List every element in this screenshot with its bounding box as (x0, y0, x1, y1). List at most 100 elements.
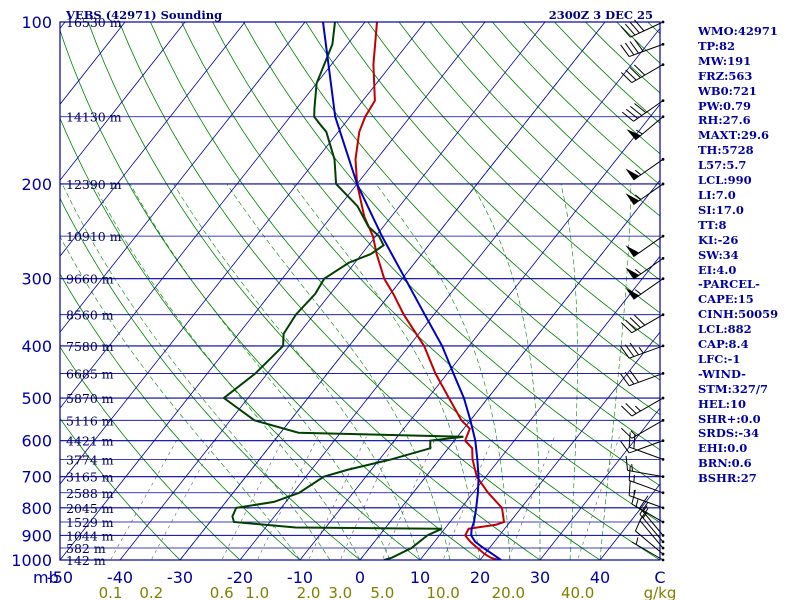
wind-barb (620, 19, 665, 38)
wind-barb-station (661, 439, 665, 443)
wind-barb-station (661, 42, 665, 46)
isotherm-line (359, 179, 660, 560)
index-row: WB0:721 (698, 83, 757, 98)
wind-barb (625, 277, 665, 300)
height-label: 5116 m (66, 413, 114, 428)
wind-barb (626, 115, 665, 141)
dry-adiabat-line (60, 29, 481, 560)
wind-barb-half-flag (634, 289, 642, 295)
index-row: HEL:10 (698, 396, 746, 411)
wind-barb-flag (621, 322, 633, 334)
wind-barb-station (661, 372, 665, 375)
moist-adiabat-line (560, 183, 578, 560)
wind-barb-staff (639, 507, 664, 536)
height-label: 6685 m (66, 366, 114, 381)
dry-adiabat-line (243, 22, 660, 451)
index-row: LFC:-1 (698, 351, 741, 366)
wind-barb-flag (628, 432, 631, 448)
wind-barb-flag (625, 403, 637, 414)
stability-indices-panel: WMO:42971 TP:82 MW:191 FRZ:563 WB0:721 PW:0.7… (698, 24, 800, 486)
temperature-profile (354, 22, 506, 560)
wind-barb (620, 439, 665, 454)
index-row: PW:0.79 (698, 98, 752, 113)
wind-barb-pennant (625, 287, 640, 300)
dry-adiabat-line (181, 22, 660, 523)
wind-barb-pennant (625, 245, 640, 257)
wind-barb-staff (639, 513, 664, 543)
wind-barb (621, 99, 665, 122)
isotherm-line (299, 103, 660, 560)
index-row: SRDS:-34 (698, 426, 760, 441)
isotherm-line (60, 22, 246, 257)
height-label: 142 m (66, 553, 106, 568)
temperature-tick-label: -10 (287, 568, 313, 587)
wind-barb-flag (625, 319, 637, 331)
dry-adiabat-line (60, 117, 421, 560)
wind-barb-flag (625, 108, 638, 119)
temperature-tick-label: 0 (355, 568, 365, 587)
wind-barb-station (661, 234, 665, 238)
height-label: 582 m (66, 541, 106, 556)
wind-barb-staff (629, 43, 664, 58)
index-row: LI:7.0 (698, 187, 736, 202)
mixing-ratio-line (508, 436, 555, 560)
height-label: 16530 m (66, 15, 122, 30)
index-row: BRN:0.6 (698, 456, 752, 471)
wind-barb-staff (635, 530, 664, 555)
wind-barb (625, 455, 665, 479)
isotherm-line (60, 22, 486, 560)
wind-barb-station (661, 182, 665, 186)
wind-barb-staff (627, 469, 664, 478)
wind-barb-staff (635, 116, 664, 141)
temperature-tick-label: 40 (590, 568, 610, 587)
wind-barb-flag (620, 44, 630, 57)
plot-area (60, 22, 660, 560)
moist-adiabat-line (62, 183, 331, 560)
mixing-ratio-line (577, 436, 620, 560)
pressure-tick-label: 800 (21, 499, 52, 518)
pressure-tick-label: 100 (21, 13, 52, 32)
isotherm-line (539, 407, 660, 560)
wind-barb-staff (629, 345, 664, 359)
wind-barb-flag (624, 371, 635, 385)
wind-barb-flag (620, 346, 630, 359)
wind-barb-staff (629, 446, 664, 460)
height-label: 3165 m (66, 470, 114, 485)
height-label: 1529 m (66, 515, 114, 530)
wind-barb-half-flag (634, 268, 642, 275)
wind-barb-flag (628, 480, 631, 496)
wind-barb (621, 63, 665, 84)
mixing-ratio-line (339, 436, 397, 560)
moist-adiabat-line (173, 183, 421, 560)
wind-barb (621, 396, 665, 417)
wind-barb-station (661, 540, 665, 544)
wind-barb-staff (629, 372, 664, 387)
wind-barb (639, 508, 665, 550)
temperature-tick-label: -40 (107, 568, 133, 587)
wind-barb-flag (630, 105, 643, 116)
plot-frame (59, 21, 661, 561)
height-label: 5870 m (66, 391, 114, 406)
wind-barb (628, 465, 665, 495)
pressure-unit-label: mb (33, 568, 59, 587)
wind-barb-station (661, 506, 665, 510)
wind-barb-flag (629, 41, 639, 54)
wind-barb-flag (634, 103, 647, 114)
dry-adiabat-line (429, 22, 660, 249)
wind-barb-flag (629, 370, 639, 383)
wind-barb-flag (629, 317, 641, 329)
wind-barb-half-flag (634, 169, 642, 176)
wind-barb-half-flag (636, 129, 643, 135)
wind-barb-half-flag (630, 430, 637, 437)
pressure-tick-label: 700 (21, 468, 52, 487)
pressure-tick-label: 1000 (11, 551, 52, 570)
index-row: CAPE:15 (698, 292, 754, 307)
wind-barb-station (661, 552, 665, 556)
moist-adiabat-line (226, 183, 451, 560)
isotherm-line (60, 22, 426, 485)
wind-barb-flag (634, 39, 644, 52)
index-row: STM:327/7 (698, 381, 769, 396)
index-row: MW:191 (698, 53, 752, 68)
wind-barb-staff (631, 419, 664, 439)
